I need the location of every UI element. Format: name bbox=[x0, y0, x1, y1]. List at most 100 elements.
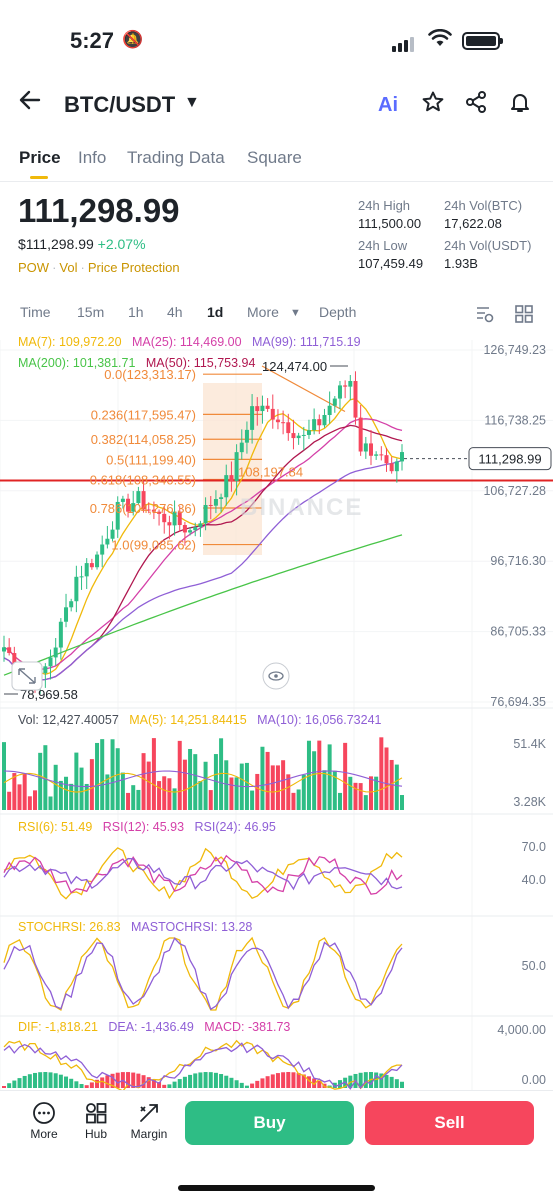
stochrsi-value: STOCHRSI: 26.83 bbox=[18, 920, 121, 934]
volume-bar bbox=[69, 783, 74, 810]
caret-down-icon[interactable]: ▼ bbox=[290, 307, 301, 319]
bottom-action-bar: More Hub Margin Buy Sell bbox=[0, 1090, 553, 1200]
volume-bar bbox=[281, 760, 286, 810]
tab-trading-data[interactable]: Trading Data bbox=[127, 148, 225, 167]
tf-more[interactable]: More bbox=[247, 304, 279, 320]
tag-vol[interactable]: Vol bbox=[59, 260, 78, 275]
macd-histogram-bar bbox=[131, 1072, 136, 1088]
stat-value: 111,500.00 bbox=[358, 216, 422, 231]
tf-depth[interactable]: Depth bbox=[319, 304, 357, 320]
eye-icon-pupil bbox=[274, 674, 278, 678]
macd-histogram-bar bbox=[244, 1085, 249, 1088]
rsi6: RSI(6): 51.49 bbox=[18, 820, 93, 834]
candle-body bbox=[58, 621, 63, 648]
candle-body bbox=[348, 380, 353, 387]
macd-dea: DEA: -1,436.49 bbox=[108, 1020, 194, 1034]
change-percent: +2.07% bbox=[97, 236, 146, 252]
macd-histogram-bar bbox=[275, 1073, 280, 1088]
tf-15m[interactable]: 15m bbox=[77, 304, 105, 320]
macd-dif-line bbox=[3, 1039, 402, 1092]
volume-bar bbox=[100, 739, 105, 810]
candle-body bbox=[7, 647, 12, 654]
caret-down-icon[interactable]: ▼ bbox=[184, 94, 200, 111]
vol-ma10: MA(10): 16,056.73241 bbox=[257, 713, 382, 727]
layout-grid-icon[interactable] bbox=[514, 304, 533, 323]
more-button[interactable]: More bbox=[19, 1101, 69, 1141]
volume-bar bbox=[337, 792, 342, 810]
tab-price[interactable]: Price bbox=[19, 148, 61, 167]
candle-body bbox=[177, 511, 182, 526]
binance-watermark: BINANCE bbox=[240, 494, 363, 521]
tf-1h[interactable]: 1h bbox=[128, 304, 144, 320]
volume-bar bbox=[95, 742, 100, 810]
macd-histogram-bar bbox=[379, 1073, 384, 1088]
kline-chart[interactable]: 126,749.23 116,738.25 106,727.28 96,716.30 8… bbox=[0, 340, 553, 1092]
volume-bar bbox=[394, 764, 399, 810]
share-icon[interactable] bbox=[464, 90, 488, 120]
volume-bar bbox=[7, 791, 12, 810]
candle-body bbox=[79, 576, 84, 578]
more-dots-icon bbox=[19, 1101, 69, 1127]
candle-body bbox=[250, 406, 255, 430]
candle-body bbox=[12, 653, 17, 669]
macd-histogram-bar bbox=[203, 1072, 208, 1088]
pair-title[interactable]: BTC/USDT bbox=[64, 92, 176, 117]
stochrsi-axis-label: 50.0 bbox=[522, 959, 546, 973]
active-tab-indicator bbox=[30, 176, 48, 179]
candle-body bbox=[244, 429, 249, 443]
candle-body bbox=[74, 576, 79, 602]
back-arrow-icon[interactable] bbox=[18, 88, 42, 119]
candle-body bbox=[265, 405, 270, 409]
volume-bar bbox=[270, 765, 275, 810]
stat-24h-high: 24h High 111,500.00 bbox=[358, 198, 421, 231]
star-icon[interactable] bbox=[421, 90, 445, 121]
tf-1d[interactable]: 1d bbox=[207, 304, 224, 320]
candle-body bbox=[53, 647, 58, 658]
tab-square[interactable]: Square bbox=[247, 148, 302, 167]
buy-button[interactable]: Buy bbox=[185, 1101, 354, 1145]
margin-button[interactable]: Margin bbox=[124, 1101, 174, 1141]
rsi12-line bbox=[3, 854, 403, 895]
volume-bar bbox=[343, 742, 348, 810]
stat-24h-vol-btc: 24h Vol(BTC) 17,622.08 bbox=[444, 198, 522, 231]
candle-body bbox=[203, 504, 208, 524]
candle-body bbox=[43, 666, 48, 674]
volume-bar bbox=[126, 792, 131, 810]
tf-time[interactable]: Time bbox=[20, 304, 51, 320]
stat-value: 17,622.08 bbox=[444, 216, 502, 231]
macd-histogram-bar bbox=[358, 1072, 363, 1088]
tag-pow[interactable]: POW bbox=[18, 260, 50, 275]
kline-chart-svg[interactable]: 126,749.23 116,738.25 106,727.28 96,716.30 8… bbox=[0, 340, 553, 1092]
fib-level-label: 0.236(117,595.47) bbox=[91, 407, 196, 422]
ai-icon[interactable]: Ai bbox=[378, 94, 398, 116]
ma25-legend: MA(25): 114,469.00 bbox=[131, 335, 242, 349]
macd-histogram-bar bbox=[260, 1078, 265, 1088]
status-time: 5:27 bbox=[70, 28, 115, 53]
rsi24-line bbox=[3, 857, 403, 891]
stat-24h-low: 24h Low 107,459.49 bbox=[358, 238, 423, 271]
tab-info[interactable]: Info bbox=[78, 148, 107, 167]
volume-bar bbox=[84, 783, 89, 810]
candle-body bbox=[126, 498, 131, 512]
fib-level-label: 0.5(111,199.40) bbox=[106, 452, 196, 467]
ma25-line bbox=[3, 418, 403, 670]
tag-price-protection[interactable]: Price Protection bbox=[87, 260, 180, 275]
macd-histogram-bar bbox=[224, 1075, 229, 1088]
hub-button[interactable]: Hub bbox=[71, 1101, 121, 1141]
macd-histogram-bar bbox=[69, 1078, 74, 1088]
volume-bar bbox=[110, 739, 115, 810]
mastochrsi-line bbox=[3, 937, 403, 1011]
indicator-settings-icon[interactable] bbox=[475, 304, 494, 323]
candle-body bbox=[229, 475, 234, 482]
candle-body bbox=[213, 499, 218, 506]
candle-body bbox=[172, 511, 177, 526]
volume-bar bbox=[12, 773, 17, 810]
stat-label: 24h High bbox=[358, 198, 411, 213]
candle-body bbox=[306, 430, 311, 435]
macd-histogram-bar bbox=[110, 1073, 115, 1088]
sell-button[interactable]: Sell bbox=[365, 1101, 534, 1145]
candle-body bbox=[379, 454, 384, 456]
notification-bell-icon[interactable] bbox=[508, 90, 532, 120]
tf-4h[interactable]: 4h bbox=[167, 304, 183, 320]
candle-body bbox=[89, 563, 94, 568]
